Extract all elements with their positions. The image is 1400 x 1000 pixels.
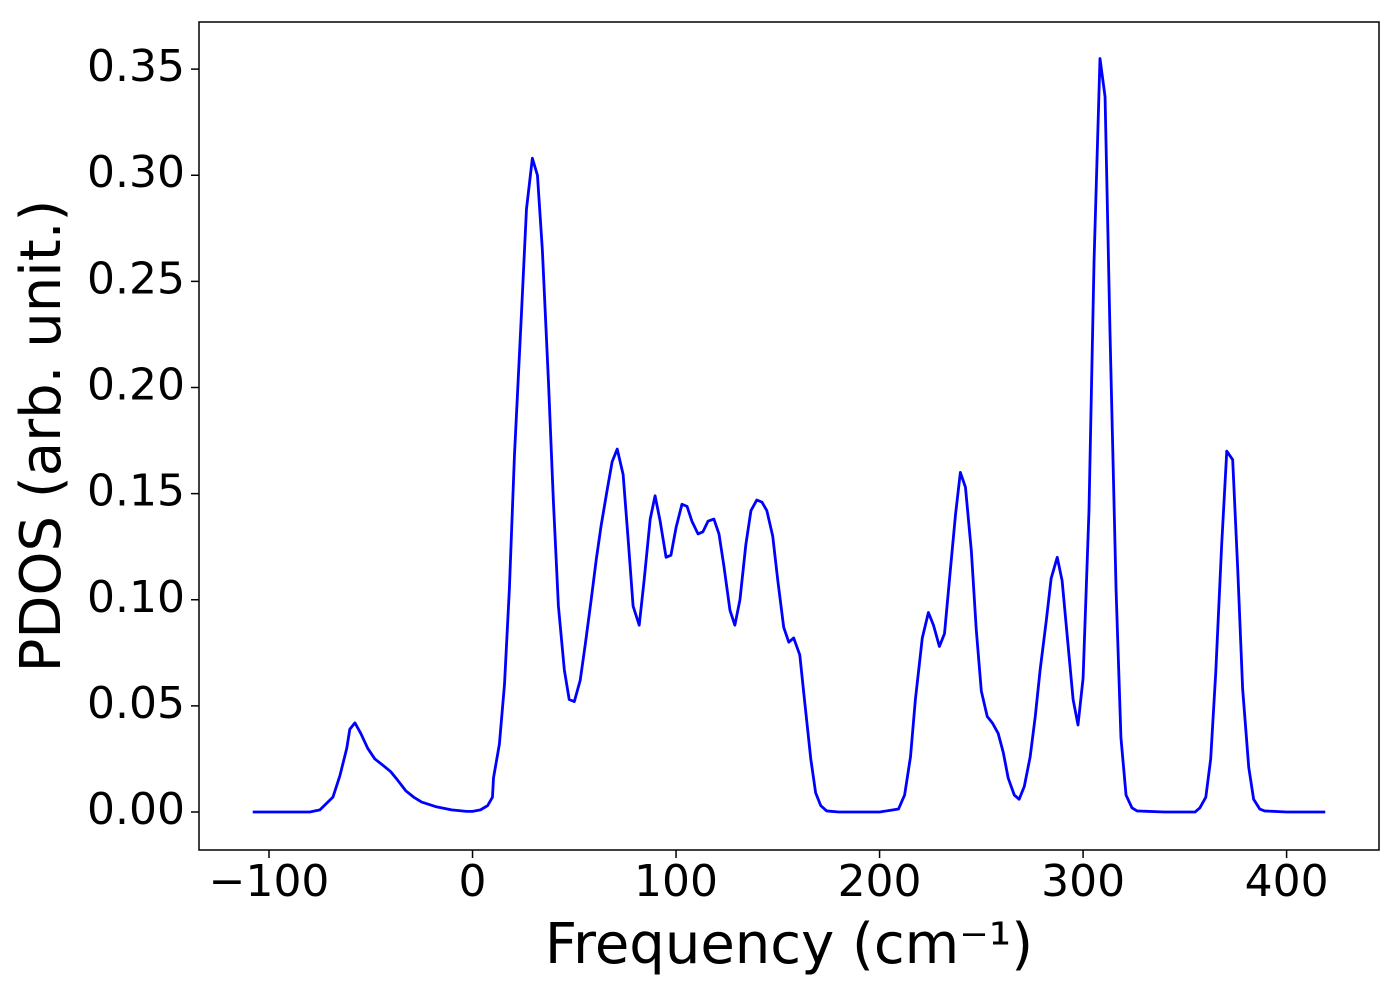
y-tick-label: 0.30 (87, 147, 185, 198)
x-tick-label: 100 (634, 856, 718, 907)
y-tick-label: 0.20 (87, 360, 185, 411)
x-tick-label: 200 (838, 856, 922, 907)
y-tick-label: 0.00 (87, 784, 185, 835)
y-tick-label: 0.35 (87, 41, 185, 92)
y-tick-label: 0.10 (87, 572, 185, 623)
x-axis-label: Frequency (cm⁻¹) (545, 912, 1033, 977)
y-tick-label: 0.25 (87, 253, 185, 304)
x-tick-label: −100 (209, 856, 330, 907)
y-tick-label: 0.05 (87, 678, 185, 729)
line (252, 57, 1326, 814)
y-axis-label: PDOS (arb. unit.) (9, 200, 74, 673)
plot-frame (198, 21, 1380, 851)
x-tick-label: 300 (1041, 856, 1125, 907)
y-tick-label: 0.15 (87, 466, 185, 517)
x-tick-label: 0 (459, 856, 487, 907)
x-tick-label: 400 (1245, 856, 1329, 907)
